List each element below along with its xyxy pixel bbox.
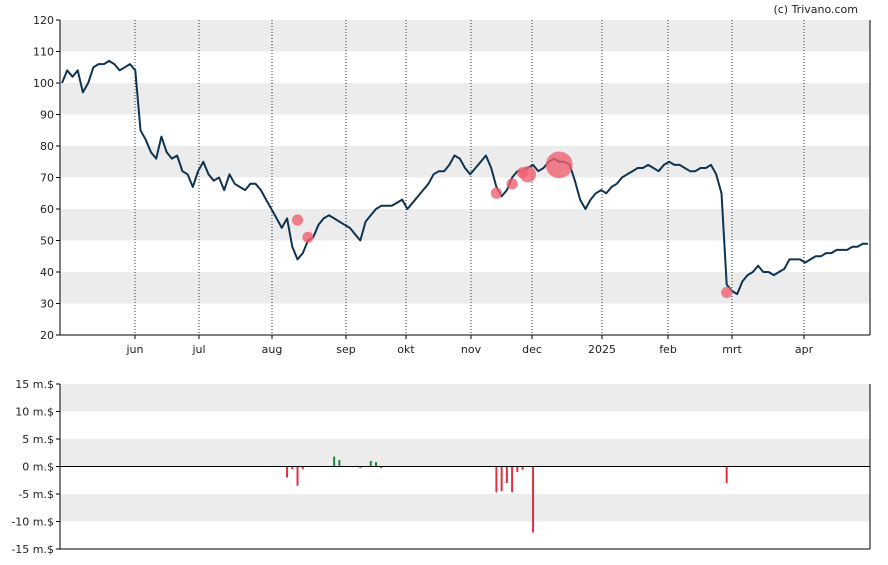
trade-bar bbox=[369, 461, 372, 467]
volume-y-tick-label: 5 m.$ bbox=[22, 433, 54, 446]
price-x-tick-label: aug bbox=[262, 343, 283, 356]
trade-bubble bbox=[490, 187, 503, 199]
trade-bar bbox=[333, 456, 336, 467]
trade-bar bbox=[521, 466, 524, 470]
price-y-tick-label: 90 bbox=[40, 109, 54, 122]
price-x-tick-label: jun bbox=[126, 343, 144, 356]
trade-bar bbox=[286, 466, 289, 478]
volume-y-tick-label: 15 m.$ bbox=[15, 378, 54, 391]
trade-bubble bbox=[506, 178, 518, 190]
trade-bar bbox=[495, 466, 498, 493]
trade-bar bbox=[338, 459, 341, 467]
price-y-tick-label: 30 bbox=[40, 298, 54, 311]
trade-bar bbox=[505, 466, 508, 483]
price-y-tick-label: 100 bbox=[33, 77, 54, 90]
price-line bbox=[61, 59, 868, 296]
price-x-tick-label: nov bbox=[461, 343, 482, 356]
axes bbox=[59, 20, 871, 550]
price-band bbox=[60, 20, 870, 52]
trade-bubble bbox=[519, 166, 537, 183]
volume-band bbox=[60, 439, 870, 467]
price-x-tick-label: jul bbox=[191, 343, 205, 356]
trade-bars bbox=[286, 456, 728, 533]
tick-labels: 20 30 40 50 60 70 80 90 100 110 120 jun jul aug sep okt… bbox=[11, 14, 813, 556]
price-band bbox=[60, 209, 870, 241]
volume-y-tick-label: -10 m.$ bbox=[11, 516, 54, 529]
price-y-tick-label: 20 bbox=[40, 329, 54, 342]
trade-bar bbox=[380, 466, 383, 469]
trade-bar bbox=[296, 466, 299, 486]
trade-bar bbox=[500, 466, 503, 492]
price-y-tick-label: 40 bbox=[40, 266, 54, 279]
volume-y-tick-label: -5 m.$ bbox=[18, 488, 54, 501]
price-x-tick-label: mrt bbox=[722, 343, 742, 356]
trade-bubble bbox=[291, 214, 304, 226]
trade-bubbles bbox=[291, 151, 733, 299]
price-x-tick-label: okt bbox=[397, 343, 415, 356]
price-x-tick-label: sep bbox=[336, 343, 355, 356]
price-band bbox=[60, 146, 870, 178]
trade-bar bbox=[301, 466, 304, 470]
price-line-group bbox=[61, 59, 868, 296]
price-y-tick-label: 60 bbox=[40, 203, 54, 216]
trade-bar bbox=[291, 466, 294, 470]
volume-band bbox=[60, 384, 870, 412]
trade-bar bbox=[511, 466, 514, 493]
volume-y-tick-label: 10 m.$ bbox=[15, 406, 54, 419]
volume-y-tick-label: 0 m.$ bbox=[22, 461, 54, 474]
price-band bbox=[60, 83, 870, 115]
trade-bubble bbox=[545, 151, 573, 179]
price-y-tick-label: 70 bbox=[40, 172, 54, 185]
price-y-tick-label: 50 bbox=[40, 235, 54, 248]
trade-bubble bbox=[721, 286, 733, 299]
price-y-tick-label: 110 bbox=[33, 46, 54, 59]
price-x-tick-label: dec bbox=[522, 343, 542, 356]
price-y-tick-label: 80 bbox=[40, 140, 54, 153]
price-x-tick-label: feb bbox=[659, 343, 677, 356]
credit-label: (c) Trivano.com bbox=[773, 3, 858, 16]
trade-bar bbox=[516, 466, 519, 472]
volume-y-tick-label: -15 m.$ bbox=[11, 543, 54, 556]
volume-panel-bands bbox=[60, 384, 870, 522]
price-x-tick-label: apr bbox=[795, 343, 814, 356]
trade-bar bbox=[359, 466, 362, 469]
trade-bar bbox=[532, 466, 535, 533]
price-x-tick-label: 2025 bbox=[588, 343, 616, 356]
volume-band bbox=[60, 494, 870, 522]
price-band bbox=[60, 272, 870, 304]
trade-bar bbox=[725, 466, 728, 483]
price-y-tick-label: 120 bbox=[33, 14, 54, 27]
trade-bubble bbox=[302, 231, 314, 243]
price-panel-bands bbox=[60, 20, 870, 304]
trade-bar bbox=[375, 462, 378, 467]
